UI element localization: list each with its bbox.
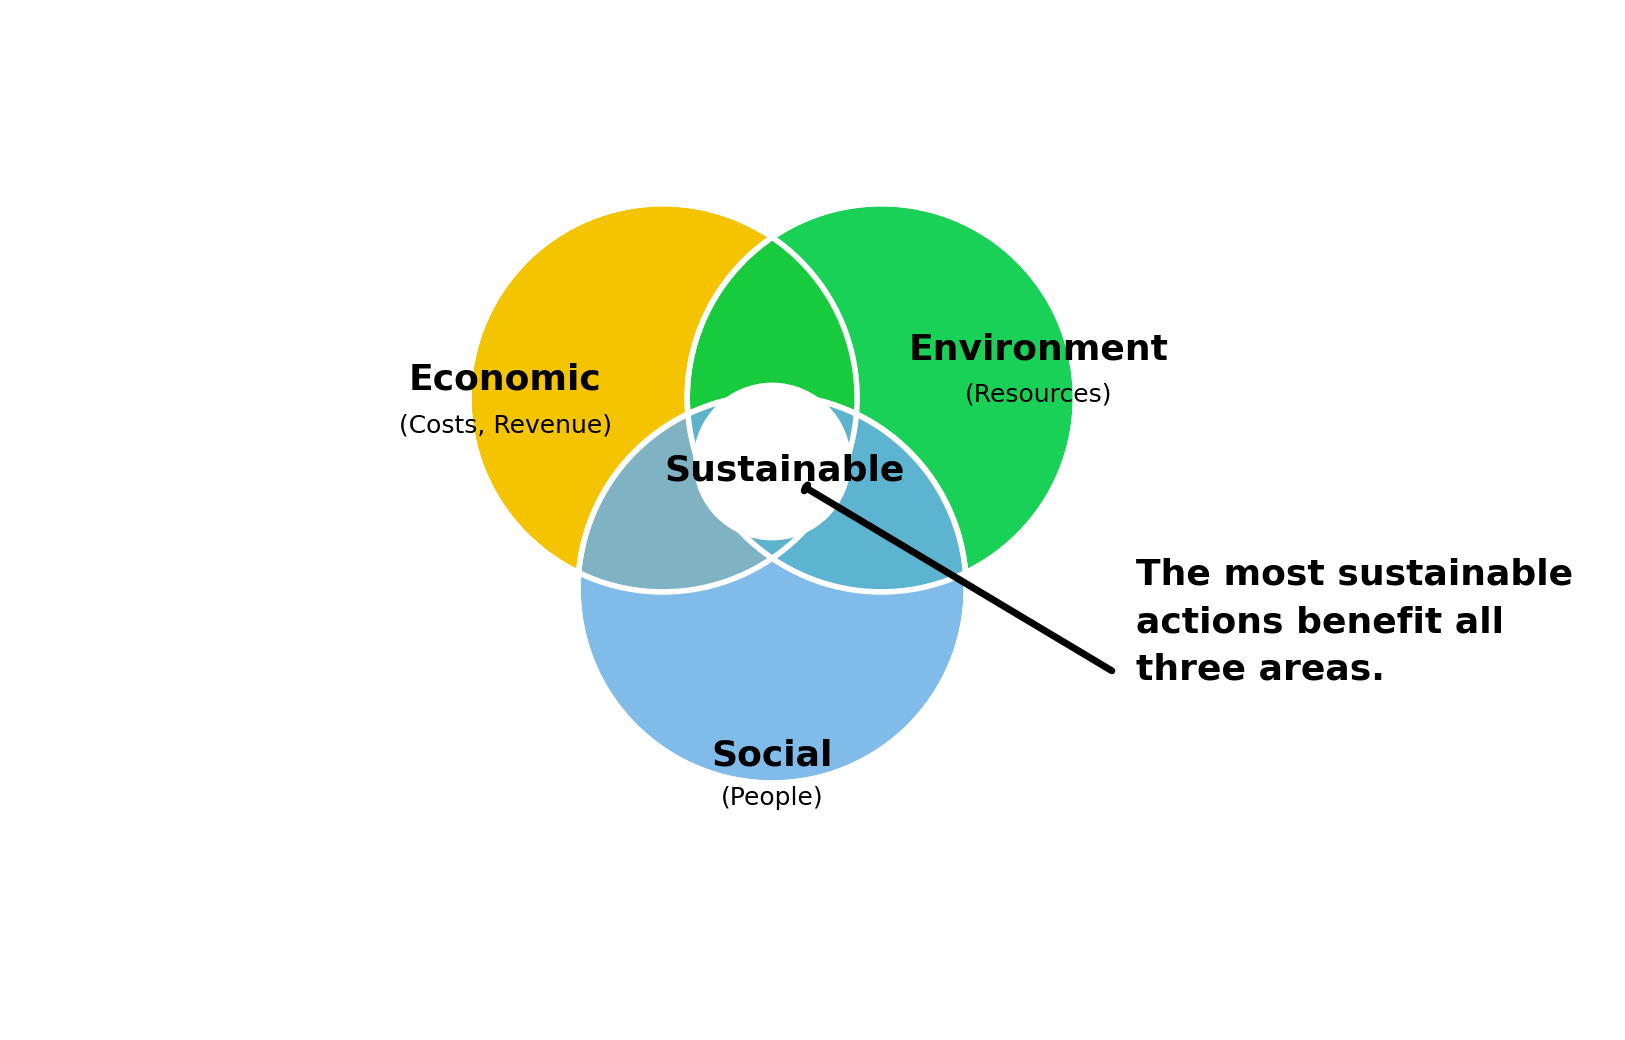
Text: Environment: Environment	[908, 332, 1168, 366]
Text: Economic: Economic	[410, 363, 601, 396]
Text: Social: Social	[712, 738, 834, 773]
Text: The most sustainable
actions benefit all
three areas.: The most sustainable actions benefit all…	[1136, 557, 1573, 686]
Circle shape	[687, 204, 1076, 592]
Text: Sustainable: Sustainable	[665, 453, 905, 488]
Text: (People): (People)	[722, 786, 824, 810]
Text: (Resources): (Resources)	[965, 383, 1113, 407]
Text: (Costs, Revenue): (Costs, Revenue)	[398, 413, 611, 437]
Circle shape	[468, 204, 856, 592]
Circle shape	[578, 395, 967, 783]
Circle shape	[694, 383, 852, 541]
